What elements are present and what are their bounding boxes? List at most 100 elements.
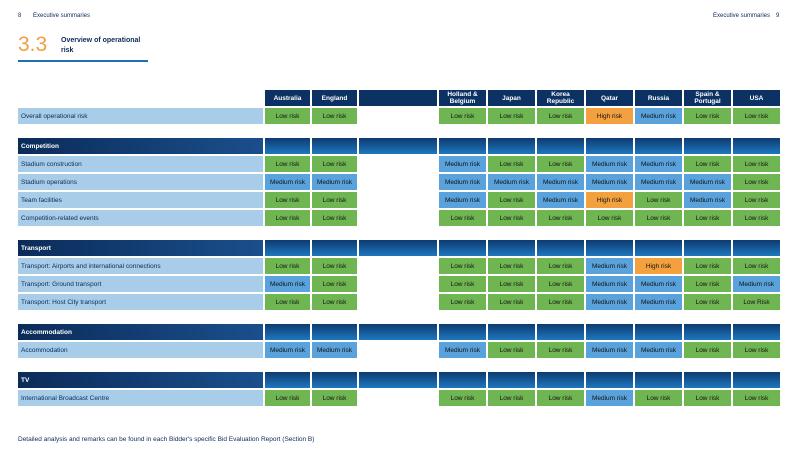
spacer-cell (359, 258, 437, 276)
risk-row-international-broadcast-centre: International Broadcast Centre Low risk Lo… (18, 390, 780, 408)
risk-cell-australia: Low risk (265, 108, 310, 126)
risk-cell-australia: Medium risk (265, 276, 310, 294)
right-page-number: 9 (776, 13, 780, 19)
left-page-number: 8 (18, 13, 22, 19)
risk-row-transport-host-city-transport: Transport: Host City transport Low risk Lo… (18, 294, 780, 312)
risk-cell-qatar: Medium risk (586, 294, 633, 312)
risk-cell-russia: Low risk (635, 210, 682, 228)
category-band-cell (635, 138, 682, 156)
risk-cell-qatar: High risk (586, 108, 633, 126)
right-running-title: Executive summaries (713, 13, 771, 19)
column-header-qatar: Qatar (586, 90, 633, 108)
spacer-cell (359, 210, 437, 228)
risk-row-transport-airports-and-international-connections: Transport: Airports and international co… (18, 258, 780, 276)
category-title: Transport (18, 240, 263, 258)
risk-cell-holland-and-belgium: Medium risk (439, 342, 486, 360)
risk-cell-qatar: Medium risk (586, 390, 633, 408)
risk-cell-korea-republic: Low risk (537, 258, 584, 276)
risk-cell-usa: Low risk (733, 108, 780, 126)
row-label: Transport: Host City transport (18, 294, 263, 312)
risk-cell-japan: Low risk (488, 342, 535, 360)
category-band-cell (359, 372, 437, 390)
risk-cell-qatar: Medium risk (586, 258, 633, 276)
spacer-cell (359, 390, 437, 408)
risk-cell-usa: Low risk (733, 210, 780, 228)
row-label: Overall operational risk (18, 108, 263, 126)
column-header-korea-republic: Korea Republic (537, 90, 584, 108)
risk-cell-spain-and-portugal: Low risk (684, 108, 731, 126)
risk-cell-korea-republic: Low risk (537, 276, 584, 294)
section-number: 3.3 (18, 33, 48, 56)
risk-cell-australia: Low risk (265, 258, 310, 276)
category-band-cell (635, 324, 682, 342)
risk-cell-usa: Low risk (733, 390, 780, 408)
spacer-cell (359, 342, 437, 360)
risk-cell-japan: Low risk (488, 156, 535, 174)
category-band-cell (586, 138, 633, 156)
footnote: Detailed analysis and remarks can be fou… (18, 436, 315, 443)
category-title: TV (18, 372, 263, 390)
risk-cell-qatar: Medium risk (586, 276, 633, 294)
row-label: Transport: Ground transport (18, 276, 263, 294)
column-header-australia: Australia (265, 90, 310, 108)
risk-cell-russia: Low risk (635, 192, 682, 210)
row-spacer (18, 312, 780, 324)
risk-cell-holland-and-belgium: Low risk (439, 210, 486, 228)
risk-cell-usa: Low Risk (733, 294, 780, 312)
category-band-cell (488, 324, 535, 342)
category-band-cell (265, 240, 310, 258)
category-band-cell (733, 240, 780, 258)
category-band-cell (537, 138, 584, 156)
category-band-cell (537, 324, 584, 342)
category-band-cell (684, 138, 731, 156)
risk-cell-england: Low risk (312, 294, 357, 312)
category-header-tv: TV (18, 372, 780, 390)
risk-cell-russia: Low risk (635, 390, 682, 408)
column-header-england: England (312, 90, 357, 108)
category-header-transport: Transport (18, 240, 780, 258)
risk-cell-england: Medium risk (312, 174, 357, 192)
header-corner (18, 90, 263, 108)
row-label: International Broadcast Centre (18, 390, 263, 408)
risk-row-competition-related-events: Competition-related events Low risk Low ri… (18, 210, 780, 228)
risk-cell-australia: Medium risk (265, 174, 310, 192)
category-band-cell (635, 240, 682, 258)
column-header-row: Australia England Holland & Belgium Japan Ko… (18, 90, 780, 108)
risk-cell-russia: Medium risk (635, 156, 682, 174)
risk-cell-usa: Low risk (733, 342, 780, 360)
risk-cell-japan: Low risk (488, 108, 535, 126)
category-band-cell (265, 138, 310, 156)
category-band-cell (488, 372, 535, 390)
category-band-cell (684, 324, 731, 342)
risk-cell-spain-and-portugal: Medium risk (684, 192, 731, 210)
row-label: Stadium operations (18, 174, 263, 192)
risk-cell-usa: Low risk (733, 156, 780, 174)
category-band-cell (537, 240, 584, 258)
risk-cell-korea-republic: Low risk (537, 342, 584, 360)
risk-cell-japan: Low risk (488, 192, 535, 210)
category-band-cell (586, 324, 633, 342)
risk-cell-england: Low risk (312, 156, 357, 174)
risk-cell-holland-and-belgium: Medium risk (439, 192, 486, 210)
risk-cell-spain-and-portugal: Low risk (684, 258, 731, 276)
risk-cell-usa: Low risk (733, 174, 780, 192)
category-band-cell (265, 372, 310, 390)
risk-cell-japan: Low risk (488, 258, 535, 276)
risk-cell-korea-republic: Medium risk (537, 174, 584, 192)
row-spacer (18, 126, 780, 138)
risk-cell-england: Medium risk (312, 342, 357, 360)
spacer-cell (359, 192, 437, 210)
risk-matrix-table: Australia England Holland & Belgium Japan Ko… (16, 90, 782, 408)
category-band-cell (359, 324, 437, 342)
risk-cell-russia: Medium risk (635, 342, 682, 360)
risk-row-stadium-construction: Stadium construction Low risk Low risk Medi… (18, 156, 780, 174)
risk-cell-australia: Medium risk (265, 342, 310, 360)
risk-cell-qatar: Medium risk (586, 156, 633, 174)
risk-cell-usa: Medium risk (733, 276, 780, 294)
category-title: Accommodation (18, 324, 263, 342)
column-header-japan: Japan (488, 90, 535, 108)
category-band-cell (359, 240, 437, 258)
column-header-russia: Russia (635, 90, 682, 108)
row-label: Accommodation (18, 342, 263, 360)
risk-cell-holland-and-belgium: Low risk (439, 276, 486, 294)
